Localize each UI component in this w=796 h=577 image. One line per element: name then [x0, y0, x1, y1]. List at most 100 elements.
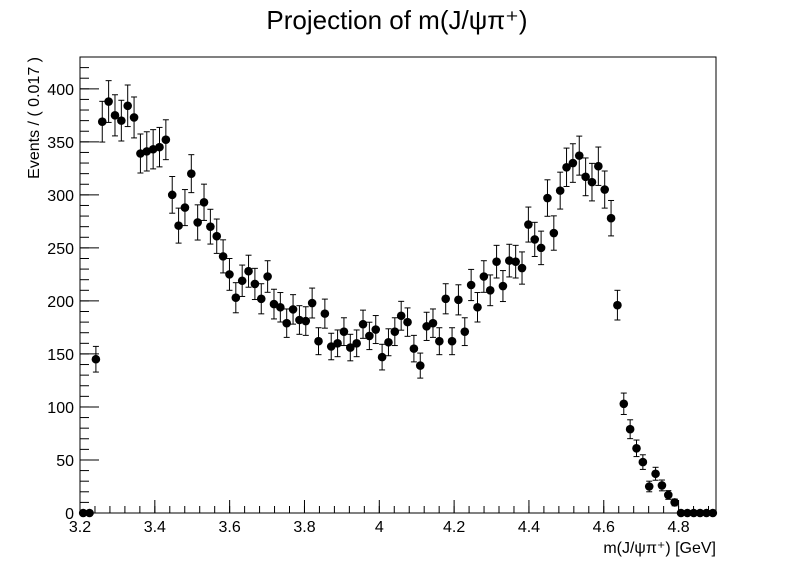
data-point	[142, 131, 152, 172]
data-point	[657, 479, 667, 492]
data-point	[473, 292, 482, 323]
data-marker	[231, 293, 241, 303]
data-marker	[619, 399, 629, 409]
data-marker	[326, 342, 336, 351]
x-tick-label: 4.6	[593, 519, 615, 536]
data-point	[167, 176, 177, 214]
y-tick-label: 300	[47, 188, 74, 205]
data-marker	[708, 508, 718, 518]
data-point	[123, 84, 132, 128]
data-point	[498, 270, 508, 303]
data-point	[110, 94, 120, 137]
data-point	[263, 260, 272, 293]
data-marker	[110, 111, 120, 120]
data-marker	[511, 257, 520, 266]
data-marker	[269, 299, 279, 309]
data-points	[78, 80, 718, 518]
data-point	[237, 264, 247, 297]
data-marker	[625, 424, 635, 434]
data-point	[390, 317, 400, 347]
data-point	[606, 199, 616, 237]
y-tick-label: 50	[56, 453, 74, 470]
data-point	[447, 327, 457, 356]
data-point	[664, 490, 673, 500]
data-marker	[320, 309, 330, 318]
data-point	[288, 294, 298, 325]
data-point	[91, 345, 101, 373]
data-point	[371, 315, 381, 345]
data-point	[549, 215, 559, 251]
data-marker	[85, 508, 94, 518]
data-point	[269, 288, 279, 320]
data-marker	[574, 151, 584, 160]
data-marker	[702, 508, 711, 518]
y-tick-label: 200	[47, 294, 74, 311]
data-point	[333, 329, 342, 358]
data-marker	[161, 135, 171, 145]
data-point	[454, 284, 463, 316]
data-point	[250, 267, 260, 301]
data-marker	[263, 272, 272, 281]
data-point	[314, 327, 323, 356]
chart-title: Projection of m(J/ψπ⁺)	[266, 5, 527, 35]
x-tick-label: 4.8	[667, 519, 689, 536]
data-point	[104, 80, 113, 123]
data-marker	[492, 257, 501, 266]
data-point	[320, 298, 330, 329]
data-point	[85, 508, 94, 518]
data-marker	[651, 469, 660, 479]
data-marker	[460, 327, 470, 336]
data-marker	[555, 186, 565, 195]
data-marker	[282, 318, 292, 328]
data-point	[479, 260, 489, 293]
data-point	[295, 305, 304, 335]
data-marker	[314, 336, 323, 346]
data-point	[187, 154, 196, 194]
data-marker	[524, 220, 533, 229]
data-marker	[333, 339, 342, 348]
data-marker	[479, 272, 489, 281]
data-point	[670, 498, 679, 507]
data-point	[180, 189, 190, 227]
data-point	[422, 311, 431, 341]
data-marker	[568, 158, 578, 168]
data-marker	[587, 177, 597, 187]
data-point	[231, 282, 241, 314]
x-axis-label: m(J/ψπ⁺) [GeV]	[603, 540, 716, 557]
data-marker	[422, 322, 431, 331]
data-marker	[613, 300, 622, 310]
data-marker	[256, 294, 266, 304]
data-marker	[606, 213, 616, 223]
data-marker	[695, 508, 705, 518]
data-marker	[193, 218, 202, 227]
data-marker	[155, 142, 164, 152]
data-marker	[199, 197, 209, 207]
data-marker	[466, 280, 476, 290]
data-marker	[91, 354, 101, 364]
x-tick-label: 4.4	[518, 519, 540, 536]
y-tick-label: 150	[47, 347, 74, 364]
data-marker	[206, 222, 215, 231]
data-marker	[473, 302, 482, 312]
data-marker	[657, 481, 667, 490]
data-point	[492, 244, 501, 279]
data-point	[193, 204, 202, 241]
data-point	[244, 254, 253, 288]
data-marker	[644, 482, 654, 491]
data-marker	[530, 235, 540, 244]
data-point	[581, 157, 590, 197]
data-point	[155, 126, 164, 168]
data-marker	[288, 305, 298, 314]
data-marker	[664, 490, 673, 500]
data-marker	[454, 295, 463, 305]
data-point	[307, 287, 317, 319]
data-marker	[683, 508, 692, 518]
data-marker	[562, 162, 571, 172]
data-point	[346, 333, 355, 362]
data-point	[594, 146, 603, 186]
data-point	[613, 289, 622, 321]
data-marker	[415, 361, 425, 370]
data-marker	[505, 256, 514, 265]
x-tick-label: 3.4	[144, 519, 166, 536]
data-point	[206, 208, 215, 245]
